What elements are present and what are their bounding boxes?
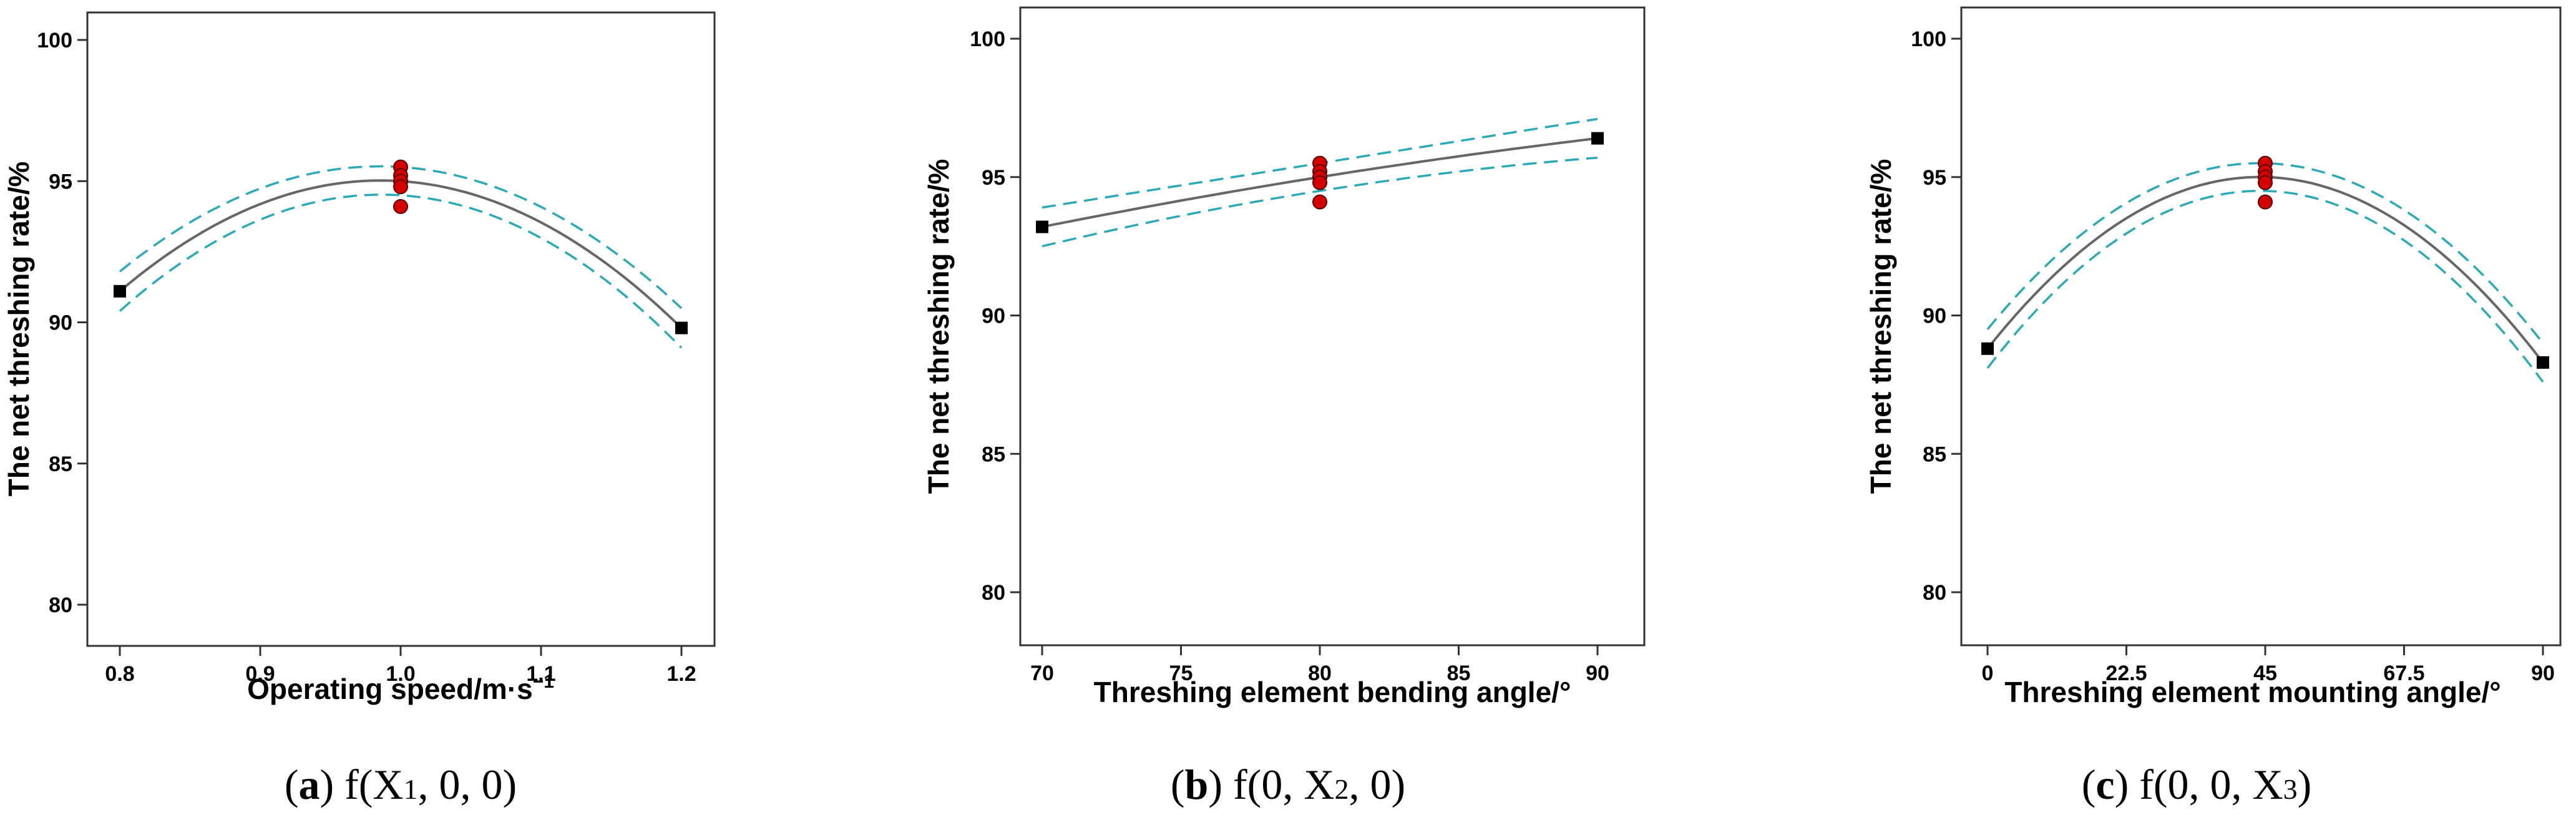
plot-frame-b — [1019, 6, 1646, 647]
center-points-a — [393, 159, 408, 214]
y-tick-label: 85 — [1923, 442, 1946, 466]
center-point — [2258, 175, 2273, 190]
plot-frame-a — [86, 11, 716, 647]
caption-a: (a) f(X1, 0, 0) — [285, 761, 517, 808]
y-tick-label: 80 — [49, 593, 72, 617]
y-ticks-a: 80 85 90 95 100 — [37, 29, 87, 617]
caption-b: (b) f(0, X2, 0) — [1171, 761, 1405, 808]
y-axis-title-c: The net threshing rate/% — [1865, 159, 1897, 494]
panel-a: 0.8 0.9 1.0 1.1 1.2 80 85 90 95 100 Operating sp… — [2, 11, 716, 808]
design-points-b — [1036, 132, 1604, 233]
x-tick-label: 45 — [2253, 661, 2277, 685]
design-points-c — [1981, 342, 2549, 369]
y-tick-label: 85 — [982, 442, 1005, 466]
y-tick-label: 100 — [37, 29, 72, 52]
y-ticks-b: 80 85 90 95 100 — [970, 27, 1020, 605]
y-axis-title-a: The net threshing rate/% — [2, 162, 35, 497]
x-tick-label: 1.2 — [666, 662, 696, 686]
y-tick-label: 90 — [49, 311, 72, 335]
x-tick-label: 0.9 — [245, 662, 275, 686]
x-ticks-c: 0 22.5 45 67.5 90 — [1982, 645, 2555, 685]
ci-lower-line-b — [1042, 156, 1598, 248]
panel-b: 70 75 80 85 90 80 85 90 95 100 Threshing element… — [922, 6, 1646, 808]
design-point — [1981, 342, 1994, 355]
center-point — [393, 198, 408, 214]
caption-c: (c) f(0, 0, X3) — [2082, 761, 2312, 808]
design-point — [1036, 220, 1048, 233]
x-ticks-a: 0.8 0.9 1.0 1.1 1.2 — [105, 646, 696, 686]
plot-frame-c — [1960, 6, 2562, 647]
y-axis-title-b: The net threshing rate/% — [922, 159, 955, 494]
x-tick-label: 80 — [1308, 661, 1332, 685]
x-tick-label: 85 — [1447, 661, 1471, 685]
x-tick-label: 1.0 — [386, 662, 415, 686]
y-tick-label: 90 — [982, 305, 1005, 328]
y-tick-label: 80 — [982, 581, 1005, 605]
center-points-c — [2258, 155, 2273, 210]
design-point — [1591, 132, 1604, 145]
design-point — [2537, 356, 2549, 369]
y-tick-label: 85 — [49, 452, 72, 476]
x-tick-label: 67.5 — [2383, 661, 2424, 685]
x-tick-label: 1.1 — [526, 662, 555, 686]
y-ticks-c: 80 85 90 95 100 — [1911, 27, 1961, 605]
y-tick-label: 100 — [1911, 27, 1946, 51]
center-point — [1312, 194, 1327, 210]
ci-c — [1986, 162, 2544, 383]
x-tick-label: 75 — [1169, 661, 1193, 685]
design-point — [675, 321, 688, 334]
center-point — [393, 179, 408, 195]
x-tick-label: 22.5 — [2105, 661, 2147, 685]
x-axis-title-b: Threshing element bending angle/° — [1094, 676, 1571, 708]
design-points-a — [114, 285, 688, 334]
x-tick-label: 90 — [2531, 661, 2555, 685]
x-ticks-b: 70 75 80 85 90 — [1030, 645, 1609, 685]
x-tick-label: 90 — [1586, 661, 1609, 685]
center-point — [1312, 175, 1327, 190]
y-tick-label: 80 — [1923, 581, 1946, 605]
center-point — [2258, 194, 2273, 210]
y-tick-label: 95 — [49, 170, 72, 193]
design-point — [114, 285, 126, 298]
ci-lower-line-c — [1986, 190, 2544, 383]
x-tick-label: 0.8 — [105, 662, 134, 686]
ci-lower-line-a — [119, 193, 683, 349]
y-tick-label: 95 — [982, 166, 1005, 190]
panel-c: 0 22.5 45 67.5 90 80 85 90 95 100 Threshing elem… — [1865, 6, 2562, 808]
x-axis-title-a: Operating speed/m·s−1 — [247, 671, 554, 705]
ci-upper-line-c — [1986, 162, 2544, 344]
x-tick-label: 70 — [1030, 661, 1054, 685]
y-tick-label: 95 — [1923, 166, 1946, 190]
y-tick-label: 100 — [970, 27, 1005, 51]
x-tick-label: 0 — [1982, 661, 1994, 685]
x-axis-title-c: Threshing element mounting angle/° — [2004, 676, 2500, 708]
center-points-b — [1312, 155, 1327, 210]
y-tick-label: 90 — [1923, 305, 1946, 328]
